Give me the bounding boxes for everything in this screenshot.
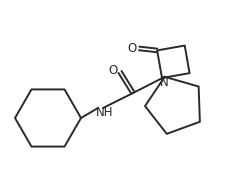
Text: N: N [160,76,168,89]
Text: O: O [127,42,137,55]
Text: O: O [108,65,118,78]
Text: NH: NH [96,107,114,120]
